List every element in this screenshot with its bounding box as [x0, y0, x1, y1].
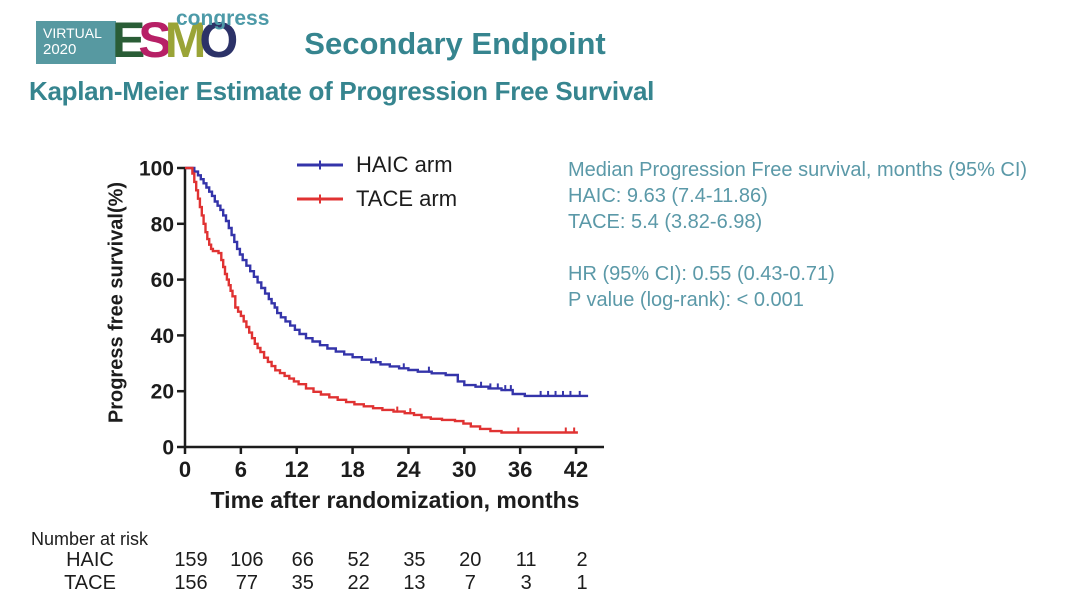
x-tick-label: 0 — [179, 457, 191, 482]
risk-cell: 2 — [576, 549, 588, 571]
y-axis-label: Progress free survival(%) — [105, 181, 128, 424]
risk-cell: 1 — [576, 572, 588, 594]
risk-cell: 22 — [347, 572, 370, 594]
esmo-letter: M — [164, 12, 207, 68]
slide-subtitle: Kaplan-Meier Estimate of Progression Fre… — [29, 76, 655, 106]
legend-label: HAIC arm — [356, 152, 453, 177]
esmo-wordmark: ESMO — [112, 12, 238, 68]
risk-cell: 156 — [174, 572, 208, 594]
x-axis-label: Time after randomization, months — [210, 487, 580, 513]
risk-cell: 35 — [291, 572, 314, 594]
stats-block: Median Progression Free survival, months… — [568, 157, 1027, 313]
stats-line — [568, 235, 1027, 261]
legend-item: TACE arm — [297, 182, 457, 216]
legend: HAIC arm TACE arm — [297, 148, 457, 216]
esmo-letter: S — [138, 12, 172, 68]
y-tick-label: 20 — [151, 381, 174, 404]
risk-cell: 159 — [174, 549, 208, 571]
legend-label: TACE arm — [356, 186, 458, 211]
risk-cell: 52 — [347, 549, 370, 571]
risk-cell: 77 — [235, 572, 258, 594]
x-tick-label: 30 — [452, 457, 476, 482]
x-tick-label: 12 — [284, 457, 308, 482]
risk-cell: 66 — [291, 549, 314, 571]
stats-line: TACE: 5.4 (3.82-6.98) — [568, 211, 763, 233]
x-tick-label: 36 — [508, 457, 532, 482]
risk-cell: 11 — [515, 549, 537, 571]
stats-line: HR (95% CI): 0.55 (0.43-0.71) — [568, 263, 835, 285]
legend-swatch — [297, 160, 343, 170]
risk-table-title: Number at risk — [31, 529, 149, 549]
risk-cell: 20 — [459, 549, 482, 571]
stats-line: HAIC: 9.63 (7.4-11.86) — [568, 185, 768, 207]
legend-swatch — [297, 194, 343, 204]
haic-curve — [185, 166, 589, 398]
y-tick-label: 100 — [140, 158, 174, 181]
esmo-letter: E — [112, 12, 146, 68]
year-label: 2020 — [43, 41, 77, 59]
y-tick-label: 60 — [151, 269, 174, 292]
km-chart: 0 20 40 60 80 100 0 6 12 18 24 30 36 42 — [140, 158, 604, 482]
virtual-2020-badge: VIRTUAL 2020 — [36, 21, 116, 64]
stats-line: P value (log-rank): < 0.001 — [568, 289, 804, 311]
virtual-label: VIRTUAL — [43, 25, 102, 41]
risk-row-label: TACE — [64, 572, 116, 594]
x-tick-label: 42 — [564, 457, 588, 482]
y-tick-label: 40 — [151, 325, 174, 348]
x-tick-label: 6 — [235, 457, 247, 482]
risk-cell: 7 — [464, 572, 476, 594]
risk-cell: 106 — [230, 549, 264, 571]
slide-title: Secondary Endpoint — [304, 26, 606, 61]
x-tick-label: 18 — [340, 457, 364, 482]
risk-cell: 13 — [403, 572, 426, 594]
congress-label: congress — [176, 7, 270, 30]
risk-row-label: HAIC — [66, 549, 114, 571]
risk-cell: 3 — [520, 572, 532, 594]
y-tick-label: 80 — [151, 213, 174, 236]
legend-item: HAIC arm — [297, 148, 457, 182]
risk-cell: 35 — [403, 549, 426, 571]
y-tick-label: 0 — [162, 437, 174, 460]
x-tick-label: 24 — [396, 457, 421, 482]
esmo-letter: O — [199, 12, 239, 68]
stats-line: Median Progression Free survival, months… — [568, 159, 1028, 181]
